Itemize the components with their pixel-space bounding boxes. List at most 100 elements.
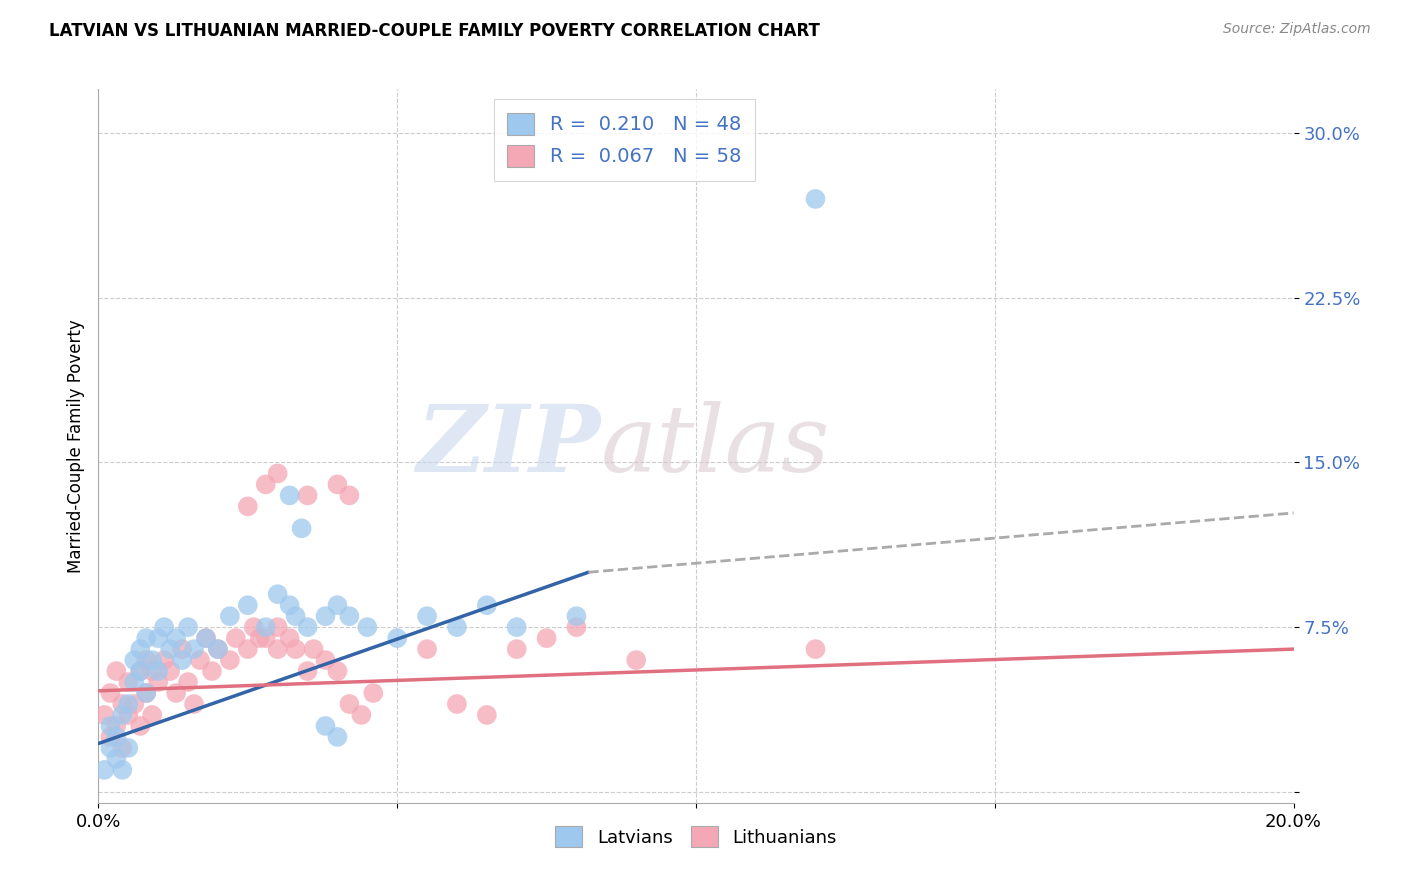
Point [165, 631, 187, 645]
Point [98, 719, 122, 733]
Point [249, 631, 271, 645]
Text: LATVIAN VS LITHUANIAN MARRIED-COUPLE FAMILY POVERTY CORRELATION CHART: LATVIAN VS LITHUANIAN MARRIED-COUPLE FAM… [49, 22, 820, 40]
Point [297, 620, 319, 634]
Point [124, 697, 146, 711]
Point [188, 653, 211, 667]
Point [284, 609, 307, 624]
Point [117, 740, 139, 755]
Point [98, 730, 122, 744]
Point [111, 697, 134, 711]
Point [326, 730, 349, 744]
Point [278, 631, 301, 645]
Point [446, 620, 468, 634]
Point [363, 686, 385, 700]
Point [804, 642, 827, 657]
Point [506, 642, 529, 657]
Point [475, 708, 498, 723]
Point [236, 500, 259, 514]
Point [219, 653, 242, 667]
Point [124, 653, 146, 667]
Point [626, 653, 648, 667]
Point [129, 642, 152, 657]
Point [141, 664, 163, 678]
Point [105, 664, 128, 678]
Point [105, 730, 128, 744]
Point [195, 631, 218, 645]
Point [135, 653, 157, 667]
Point [385, 631, 409, 645]
Point [141, 653, 163, 667]
Point [135, 686, 157, 700]
Point [326, 664, 349, 678]
Point [297, 488, 319, 502]
Point [148, 664, 170, 678]
Point [153, 653, 176, 667]
Point [129, 719, 152, 733]
Point [236, 642, 259, 657]
Point [339, 488, 361, 502]
Point [278, 488, 301, 502]
Point [267, 467, 290, 481]
Point [98, 686, 122, 700]
Point [254, 477, 277, 491]
Point [315, 653, 337, 667]
Point [207, 642, 229, 657]
Point [506, 620, 529, 634]
Point [267, 587, 290, 601]
Point [129, 664, 152, 678]
Point [159, 642, 181, 657]
Point [326, 477, 349, 491]
Text: Source: ZipAtlas.com: Source: ZipAtlas.com [1223, 22, 1371, 37]
Point [254, 620, 277, 634]
Point [141, 708, 163, 723]
Point [93, 763, 115, 777]
Point [148, 675, 170, 690]
Point [135, 631, 157, 645]
Point [111, 708, 134, 723]
Point [350, 708, 373, 723]
Point [98, 740, 122, 755]
Point [135, 686, 157, 700]
Point [195, 631, 218, 645]
Point [297, 664, 319, 678]
Point [356, 620, 378, 634]
Point [565, 609, 588, 624]
Text: ZIP: ZIP [416, 401, 600, 491]
Point [291, 521, 314, 535]
Point [267, 642, 290, 657]
Point [201, 664, 224, 678]
Point [172, 653, 194, 667]
Point [117, 697, 139, 711]
Point [565, 620, 588, 634]
Point [159, 664, 181, 678]
Point [339, 609, 361, 624]
Legend: Latvians, Lithuanians: Latvians, Lithuanians [548, 819, 844, 855]
Point [315, 609, 337, 624]
Point [124, 675, 146, 690]
Point [254, 631, 277, 645]
Point [278, 598, 301, 612]
Point [225, 631, 247, 645]
Y-axis label: Married-Couple Family Poverty: Married-Couple Family Poverty [66, 319, 84, 573]
Point [117, 675, 139, 690]
Text: atlas: atlas [600, 401, 830, 491]
Point [416, 609, 439, 624]
Point [177, 675, 200, 690]
Point [243, 620, 266, 634]
Point [315, 719, 337, 733]
Point [105, 719, 128, 733]
Point [236, 598, 259, 612]
Point [207, 642, 229, 657]
Point [165, 686, 187, 700]
Point [302, 642, 325, 657]
Point [117, 708, 139, 723]
Point [446, 697, 468, 711]
Point [129, 664, 152, 678]
Point [172, 642, 194, 657]
Point [111, 740, 134, 755]
Point [416, 642, 439, 657]
Point [177, 620, 200, 634]
Point [475, 598, 498, 612]
Point [183, 697, 205, 711]
Point [326, 598, 349, 612]
